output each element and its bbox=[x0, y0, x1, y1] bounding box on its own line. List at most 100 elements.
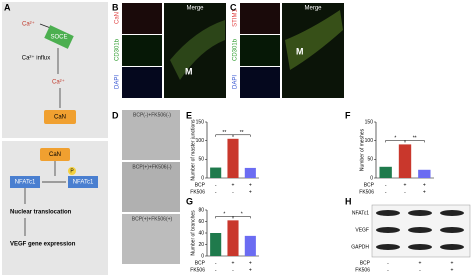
vegf-expression: VEGF gene expression bbox=[10, 242, 76, 248]
image bbox=[240, 3, 280, 34]
y-axis-label: Number of meshes bbox=[359, 128, 365, 171]
significance: * bbox=[241, 212, 243, 218]
significance: ** bbox=[413, 136, 417, 142]
row-label: FK506 bbox=[190, 267, 205, 273]
bar bbox=[227, 138, 239, 178]
band bbox=[376, 210, 400, 216]
panel-label: D bbox=[112, 110, 119, 120]
row-label: BCP bbox=[360, 260, 371, 266]
nfat-box bbox=[10, 176, 40, 188]
row-mark: - bbox=[215, 182, 217, 188]
tissue bbox=[285, 10, 343, 70]
panel-label: G bbox=[186, 196, 193, 206]
row-mark: - bbox=[215, 267, 217, 273]
row-mark: - bbox=[215, 260, 217, 266]
bar bbox=[210, 167, 222, 178]
panel-label: E bbox=[186, 110, 192, 120]
bar bbox=[227, 220, 239, 256]
ca-top: Ca²⁺ bbox=[22, 21, 35, 28]
row-mark: + bbox=[423, 182, 426, 188]
panel-label: B bbox=[112, 2, 119, 12]
row-mark: - bbox=[385, 182, 387, 188]
can-box bbox=[44, 110, 76, 124]
y-tick-label: 40 bbox=[198, 230, 204, 236]
can: CaN bbox=[54, 115, 66, 121]
bar bbox=[210, 233, 222, 256]
row-mark: - bbox=[419, 267, 421, 273]
p: P bbox=[70, 168, 74, 174]
row-label: BCP bbox=[195, 182, 206, 188]
row-label: BCP bbox=[364, 182, 375, 188]
row-label: BCP bbox=[195, 260, 206, 266]
band bbox=[408, 244, 432, 250]
bar bbox=[379, 166, 392, 178]
row-mark: - bbox=[387, 267, 389, 273]
band bbox=[408, 210, 432, 216]
row-mark: - bbox=[215, 189, 217, 195]
nfat-left: NFATc1 bbox=[15, 180, 36, 186]
y-tick-label: 50 bbox=[367, 157, 373, 163]
image bbox=[240, 67, 280, 98]
band bbox=[440, 227, 464, 233]
image bbox=[122, 110, 180, 160]
significance-bracket bbox=[404, 140, 425, 143]
band bbox=[376, 244, 400, 250]
can-box bbox=[40, 148, 70, 161]
image bbox=[122, 3, 162, 34]
caption: BCP(+)+FK506(+) bbox=[132, 216, 173, 222]
row-mark: - bbox=[404, 189, 406, 195]
y-tick-label: 80 bbox=[198, 207, 204, 213]
image bbox=[122, 35, 162, 66]
channel: CaN bbox=[115, 12, 121, 24]
row-label: VEGF bbox=[355, 227, 369, 233]
significance: ** bbox=[222, 130, 226, 136]
panel-label: A bbox=[4, 2, 11, 12]
row-mark: + bbox=[451, 260, 454, 266]
image bbox=[240, 35, 280, 66]
channel: DAPI bbox=[115, 75, 121, 89]
band bbox=[440, 210, 464, 216]
significance: * bbox=[394, 136, 396, 142]
image bbox=[122, 214, 180, 264]
soce-box bbox=[44, 25, 74, 49]
row-mark: + bbox=[249, 267, 252, 273]
bar bbox=[244, 167, 256, 178]
merge: Merge bbox=[186, 6, 204, 12]
channel: CD301b bbox=[233, 38, 239, 61]
translocation: Nuclear translocation bbox=[10, 210, 72, 216]
marker: M bbox=[185, 66, 193, 76]
row-mark: + bbox=[232, 182, 235, 188]
tissue bbox=[170, 20, 225, 80]
nfat-box bbox=[68, 176, 98, 188]
row-mark: - bbox=[232, 189, 234, 195]
y-tick-label: 150 bbox=[365, 119, 374, 125]
y-tick-label: 100 bbox=[365, 138, 374, 144]
significance-bracket bbox=[232, 134, 251, 137]
band bbox=[440, 244, 464, 250]
panel-label: C bbox=[230, 2, 237, 12]
significance: * bbox=[223, 212, 225, 218]
significance-bracket bbox=[232, 216, 251, 219]
channel: CD301b bbox=[115, 38, 121, 61]
row-mark: + bbox=[419, 260, 422, 266]
image bbox=[122, 162, 180, 212]
nfat-right: NFATc1 bbox=[73, 180, 94, 186]
row-mark: - bbox=[232, 267, 234, 273]
y-tick-label: 100 bbox=[196, 138, 205, 144]
row-mark: + bbox=[249, 260, 252, 266]
band bbox=[376, 227, 400, 233]
p-circle bbox=[68, 167, 76, 175]
soce: SOCE bbox=[50, 35, 67, 41]
ca-bottom: Ca²⁺ bbox=[52, 79, 65, 86]
image bbox=[122, 67, 162, 98]
y-tick-label: 150 bbox=[196, 119, 205, 125]
row-mark: + bbox=[232, 260, 235, 266]
row-label: NFATc1 bbox=[352, 210, 369, 216]
influx: Ca²⁺ influx bbox=[22, 55, 51, 62]
y-axis-label: Number of master junctions bbox=[190, 119, 196, 181]
row-mark: + bbox=[423, 189, 426, 195]
row-mark: + bbox=[404, 182, 407, 188]
row-mark: + bbox=[451, 267, 454, 273]
panel-label: H bbox=[345, 196, 352, 206]
